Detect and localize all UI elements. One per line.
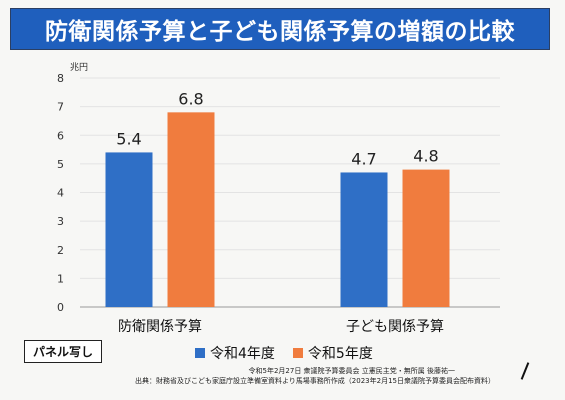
data-label: 5.4 [116, 129, 141, 148]
legend-label-reiwa5: 令和5年度 [307, 346, 373, 362]
y-tick-label: 4 [57, 187, 64, 200]
legend-item-reiwa4: 令和4年度 [195, 343, 275, 363]
y-tick-label: 5 [57, 158, 64, 171]
footnote-meeting: 令和5年2月27日 衆議院予算委員会 立憲民主党・無所属 後藤祐一 [248, 367, 456, 375]
legend-swatch-reiwa5 [292, 348, 303, 358]
y-tick-label: 2 [57, 244, 64, 257]
legend: 令和4年度 令和5年度 [195, 343, 373, 363]
bar [402, 169, 450, 307]
data-label: 6.8 [178, 89, 203, 108]
y-tick-label: 8 [57, 72, 64, 85]
legend-item-reiwa5: 令和5年度 [292, 343, 373, 363]
data-label: 4.7 [351, 149, 376, 168]
y-tick-label: 7 [57, 101, 64, 114]
legend-swatch-reiwa4 [195, 348, 205, 358]
bar [340, 172, 388, 307]
x-category-label: 防衛関係予算 [118, 319, 202, 335]
bar [167, 112, 215, 307]
y-tick-label: 3 [57, 215, 64, 228]
unit-label: 兆円 [70, 62, 88, 73]
y-tick-label: 0 [57, 301, 64, 314]
data-label: 4.8 [413, 147, 438, 166]
title-banner: 防衛関係予算と子ども関係予算の増額の比較 [10, 8, 550, 50]
y-tick-label: 6 [57, 129, 64, 142]
chart-title: 防衛関係予算と子ども関係予算の増額の比較 [45, 19, 515, 45]
x-category-label: 子ども関係予算 [346, 319, 444, 335]
legend-label-reiwa4: 令和4年度 [210, 346, 275, 362]
footnote-source: 出典：財務省及びこども家庭庁設立準備室資料より馬場事務所作成（2023年2月15… [134, 377, 495, 385]
panel-copy-tag: パネル写し [24, 340, 103, 363]
y-tick-label: 1 [57, 272, 64, 285]
bar [105, 152, 153, 307]
